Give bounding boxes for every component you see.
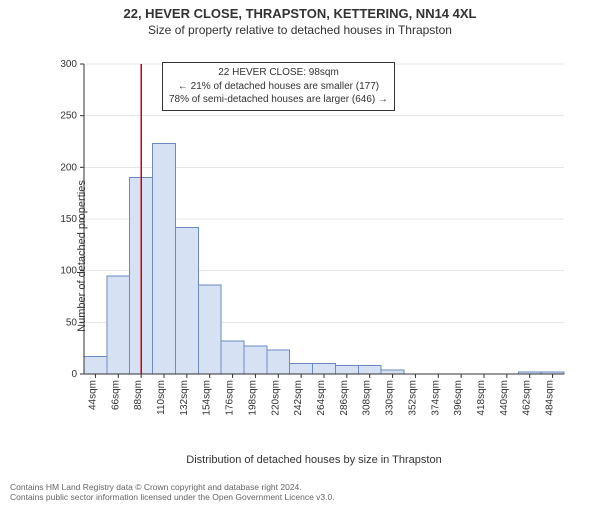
x-tick-label: 308sqm <box>362 380 373 416</box>
annotation-line-1: 22 HEVER CLOSE: 98sqm <box>169 66 388 80</box>
x-axis-label: Distribution of detached houses by size … <box>54 454 574 466</box>
y-tick-label: 100 <box>60 266 77 277</box>
x-tick-label: 484sqm <box>545 380 556 416</box>
x-tick-label: 374sqm <box>430 380 441 416</box>
x-tick-label: 176sqm <box>225 380 236 416</box>
x-tick-label: 396sqm <box>453 380 464 416</box>
x-tick-label: 352sqm <box>407 380 418 416</box>
annotation-box: 22 HEVER CLOSE: 98sqm ← 21% of detached … <box>162 62 395 111</box>
x-tick-label: 220sqm <box>270 380 281 416</box>
y-tick-label: 0 <box>71 369 77 380</box>
x-tick-label: 132sqm <box>179 380 190 416</box>
y-tick-label: 150 <box>60 214 77 225</box>
histogram-bar <box>198 285 221 374</box>
chart-title-sub: Size of property relative to detached ho… <box>0 23 600 37</box>
histogram-bar <box>381 370 404 374</box>
footer-line-1: Contains HM Land Registry data © Crown c… <box>10 482 335 492</box>
x-tick-label: 330sqm <box>385 380 396 416</box>
x-tick-label: 462sqm <box>522 380 533 416</box>
footer-line-2: Contains public sector information licen… <box>10 492 335 502</box>
y-tick-label: 50 <box>66 317 78 328</box>
x-tick-label: 154sqm <box>202 380 213 416</box>
histogram-bar <box>358 366 381 374</box>
y-tick-label: 300 <box>60 59 77 70</box>
histogram-bar <box>244 346 267 374</box>
histogram-bar <box>107 276 130 374</box>
histogram-bar <box>221 341 244 374</box>
plot-area: 0 50 100 150 200 250 300 44sqm 66sqm 88sqm 110sqm 1… <box>54 54 574 424</box>
histogram-bar <box>175 227 198 374</box>
x-tick-label: 88sqm <box>133 380 144 410</box>
x-tick-label: 418sqm <box>476 380 487 416</box>
annotation-line-3: 78% of semi-detached houses are larger (… <box>169 93 388 107</box>
histogram-bar <box>290 364 313 374</box>
histogram-bar <box>335 366 358 374</box>
histogram-bar <box>267 350 290 374</box>
footer-attribution: Contains HM Land Registry data © Crown c… <box>10 482 335 502</box>
x-tick-label: 110sqm <box>156 380 167 415</box>
x-tick-label: 198sqm <box>247 380 258 416</box>
x-tick-label: 264sqm <box>316 380 327 416</box>
x-tick-label: 44sqm <box>87 380 98 410</box>
annotation-line-2: ← 21% of detached houses are smaller (17… <box>169 80 388 94</box>
histogram-bar <box>84 356 107 374</box>
x-tick-label: 66sqm <box>110 380 121 410</box>
y-tick-label: 250 <box>60 111 77 122</box>
x-tick-label: 286sqm <box>339 380 350 416</box>
histogram-bar <box>313 364 336 374</box>
chart-title-main: 22, HEVER CLOSE, THRAPSTON, KETTERING, N… <box>0 6 600 21</box>
x-tick-label: 440sqm <box>499 380 510 416</box>
x-tick-label: 242sqm <box>293 380 304 416</box>
histogram-bar <box>153 144 176 374</box>
y-tick-label: 200 <box>60 162 77 173</box>
